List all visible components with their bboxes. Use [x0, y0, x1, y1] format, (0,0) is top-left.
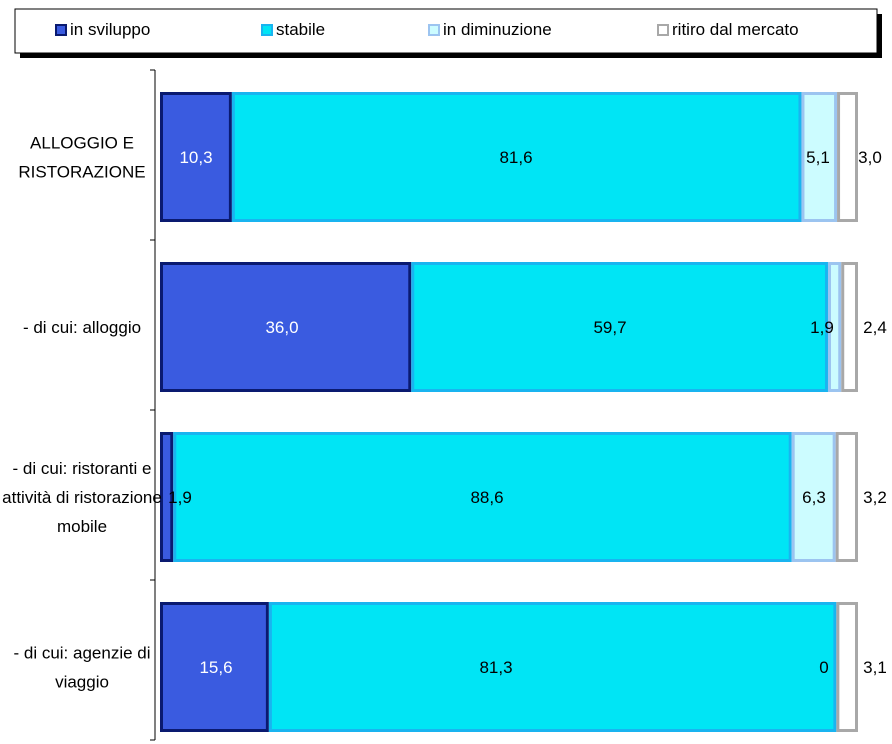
bars: [160, 92, 859, 732]
value-label-1-0: 36,0: [265, 318, 298, 337]
value-label-3-1: 81,3: [479, 658, 512, 677]
value-label-0-3: 3,0: [858, 148, 882, 167]
value-label-3-2: 0: [819, 658, 828, 677]
category-label-0-0: ALLOGGIO E: [30, 134, 134, 153]
bar-2-1: [173, 432, 792, 562]
bar-0-1: [231, 92, 802, 222]
legend-label-2: in diminuzione: [443, 20, 552, 39]
value-label-3-0: 15,6: [199, 658, 232, 677]
category-label-2-0: - di cui: ristoranti e: [13, 459, 152, 478]
value-label-2-3: 3,2: [863, 488, 887, 507]
bar-0-0: [160, 92, 232, 222]
legend-swatch-2: [428, 24, 440, 36]
value-label-0-2: 5,1: [806, 148, 830, 167]
bar-1-0: [160, 262, 412, 392]
category-label-1-0: - di cui: alloggio: [23, 318, 141, 337]
category-axis: [150, 69, 156, 741]
value-label-1-3: 2,4: [863, 318, 887, 337]
bar-2-3: [835, 432, 859, 562]
bar-1-3: [841, 262, 858, 392]
bar-2-2: [791, 432, 836, 562]
value-label-2-2: 6,3: [802, 488, 826, 507]
legend-swatch-1: [261, 24, 273, 36]
legend: in sviluppo stabile in diminuzione ritiro d…: [14, 8, 882, 58]
value-label-1-2: 1,9: [810, 318, 834, 337]
bar-3-3: [836, 602, 858, 732]
legend-swatch-0: [55, 24, 67, 36]
bar-3-0: [160, 602, 269, 732]
category-label-0-1: RISTORAZIONE: [18, 163, 145, 182]
bar-3-1: [268, 602, 837, 732]
category-label-2-2: mobile: [57, 517, 107, 536]
bar-1-2: [827, 262, 842, 392]
value-label-2-1: 88,6: [470, 488, 503, 507]
value-labels: 10,3 81,6 5,1 3,0 36,0 59,7 1,9 2,4 1,9 88,6 6,3 3,…: [168, 148, 887, 677]
legend-label-3: ritiro dal mercato: [672, 20, 799, 39]
legend-box: [14, 8, 878, 54]
bar-1-1: [411, 262, 828, 392]
legend-label-1: stabile: [276, 20, 325, 39]
bar-0-2: [801, 92, 838, 222]
value-label-2-0: 1,9: [168, 488, 192, 507]
value-label-0-1: 81,6: [499, 148, 532, 167]
category-labels: ALLOGGIO E RISTORAZIONE - di cui: alloggio…: [2, 134, 162, 692]
value-label-1-1: 59,7: [593, 318, 626, 337]
category-label-3-1: viaggio: [55, 673, 109, 692]
legend-swatch-3: [657, 24, 669, 36]
legend-label-0: in sviluppo: [70, 20, 150, 39]
category-label-3-0: - di cui: agenzie di: [13, 644, 150, 663]
bar-0-3: [837, 92, 858, 222]
category-label-2-1: attività di ristorazione: [2, 488, 162, 507]
value-label-0-0: 10,3: [179, 148, 212, 167]
bar-2-0: [160, 432, 174, 562]
value-label-3-3: 3,1: [863, 658, 887, 677]
